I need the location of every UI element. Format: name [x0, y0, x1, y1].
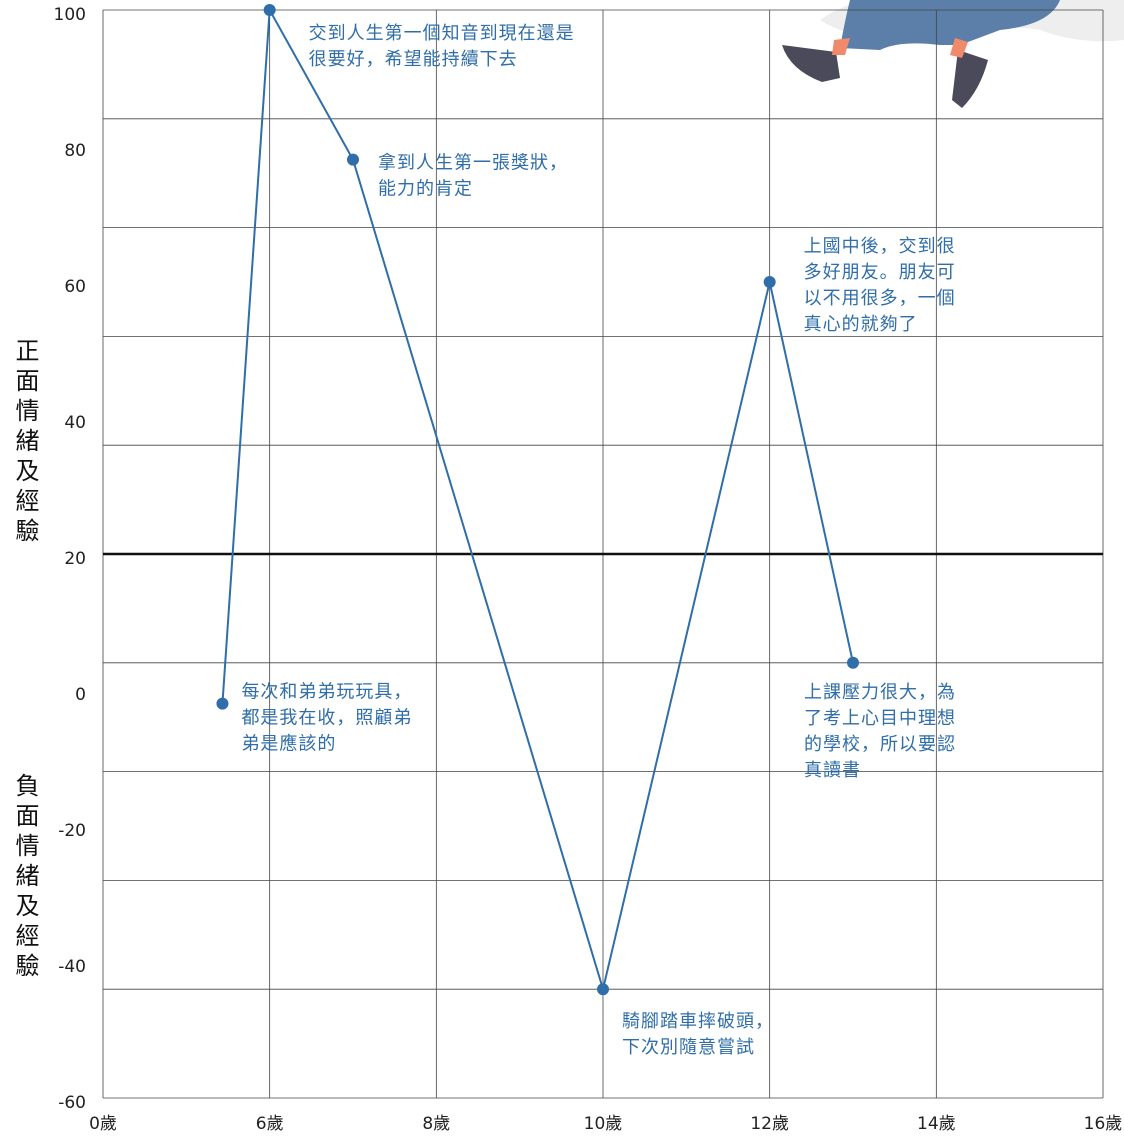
annotation: 拿到人生第一張獎狀，: [378, 152, 568, 174]
x-tick-label: 12歲: [750, 1114, 789, 1134]
y-tick-label: 80: [64, 141, 86, 161]
annotation: 能力的肯定: [378, 179, 473, 200]
annotation: 交到人生第一個知音到現在還是: [309, 23, 575, 44]
point: [347, 153, 359, 166]
y-tick-label: 60: [64, 277, 86, 297]
y-axis-label: 負面情緒及經驗: [11, 773, 39, 983]
point: [763, 276, 776, 288]
x-tick-label: 10歲: [584, 1114, 623, 1134]
y-tick-label: 0: [75, 685, 86, 705]
x-tick-label: 8歲: [422, 1114, 450, 1134]
point: [263, 4, 276, 16]
y-tick-label: -40: [58, 957, 86, 977]
x-tick-label: 6歲: [256, 1114, 284, 1134]
annotation: 了考上心目中理想: [804, 708, 956, 729]
x-tick-label: 0歲: [89, 1114, 117, 1134]
annotation: 的學校，所以要認: [804, 734, 956, 755]
y-tick-label: 20: [64, 549, 86, 569]
y-tick-label: -20: [58, 821, 86, 841]
annotation: 下次別隨意嘗試: [622, 1037, 755, 1058]
annotation: 上國中後，交到很: [804, 236, 956, 257]
point: [597, 983, 609, 996]
annotation: 以不用很多，一個: [804, 288, 956, 309]
y-tick-label: -60: [58, 1093, 86, 1113]
annotation: 每次和弟弟玩玩具，: [241, 682, 412, 703]
annotation: 騎腳踏車摔破頭，: [622, 1011, 774, 1032]
line: [221, 6, 854, 994]
y-tick-label: 40: [64, 413, 86, 433]
x-tick-label: 14歲: [917, 1114, 956, 1134]
point: [847, 656, 859, 669]
annotation: 上課壓力很大，為: [804, 682, 956, 703]
annotation: 很要好，希望能持續下去: [309, 49, 518, 70]
annotation: 都是我在收，照顧弟: [241, 708, 412, 729]
annotation: 多好朋友。朋友可: [804, 262, 956, 283]
y-tick-label: 100: [54, 5, 86, 25]
point: [216, 697, 229, 710]
annotation: 真心的就夠了: [804, 314, 918, 335]
y-axis-label: 正面情緒及經驗: [11, 338, 39, 548]
decoration: [782, 0, 1124, 108]
annotation: 真讀書: [804, 760, 861, 781]
x-tick-label: 16歲: [1084, 1114, 1123, 1134]
annotation: 弟是應該的: [241, 733, 336, 755]
